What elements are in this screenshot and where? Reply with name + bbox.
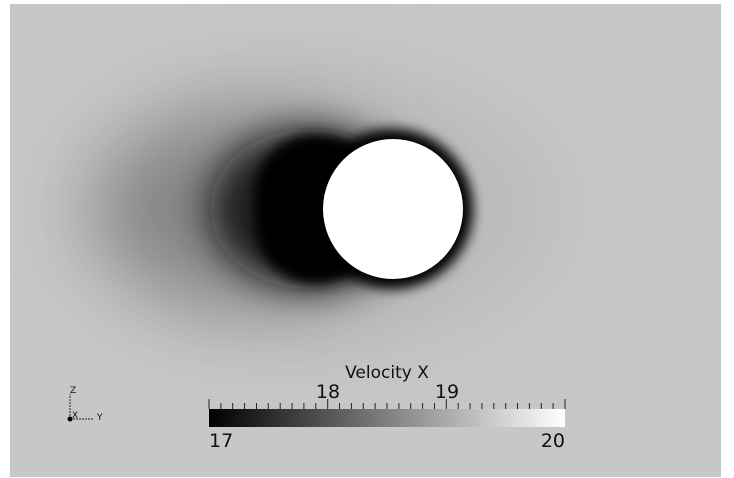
scalar-bar-max-label: 20 xyxy=(541,430,565,452)
scalar-bar-ramp xyxy=(209,409,565,427)
x-axis-dot xyxy=(67,416,73,422)
cylinder xyxy=(323,139,463,279)
scalar-bar-label-18: 18 xyxy=(316,381,340,403)
scalar-bar-ticks xyxy=(208,399,566,409)
scalar-bar-label-19: 19 xyxy=(435,381,459,403)
z-axis-label: Z xyxy=(70,386,76,396)
render-viewport[interactable]: Z X Y Velocity X 18 19 17 20 xyxy=(10,4,721,477)
scalar-bar-min-label: 17 xyxy=(209,430,233,452)
orientation-axes: Z X Y xyxy=(67,386,103,423)
scalar-bar: Velocity X 18 19 17 20 xyxy=(208,363,566,452)
x-axis-label: X xyxy=(72,411,78,421)
velocity-field: Z X Y xyxy=(60,64,560,423)
scalar-bar-title: Velocity X xyxy=(345,363,429,383)
y-axis-label: Y xyxy=(96,413,103,423)
